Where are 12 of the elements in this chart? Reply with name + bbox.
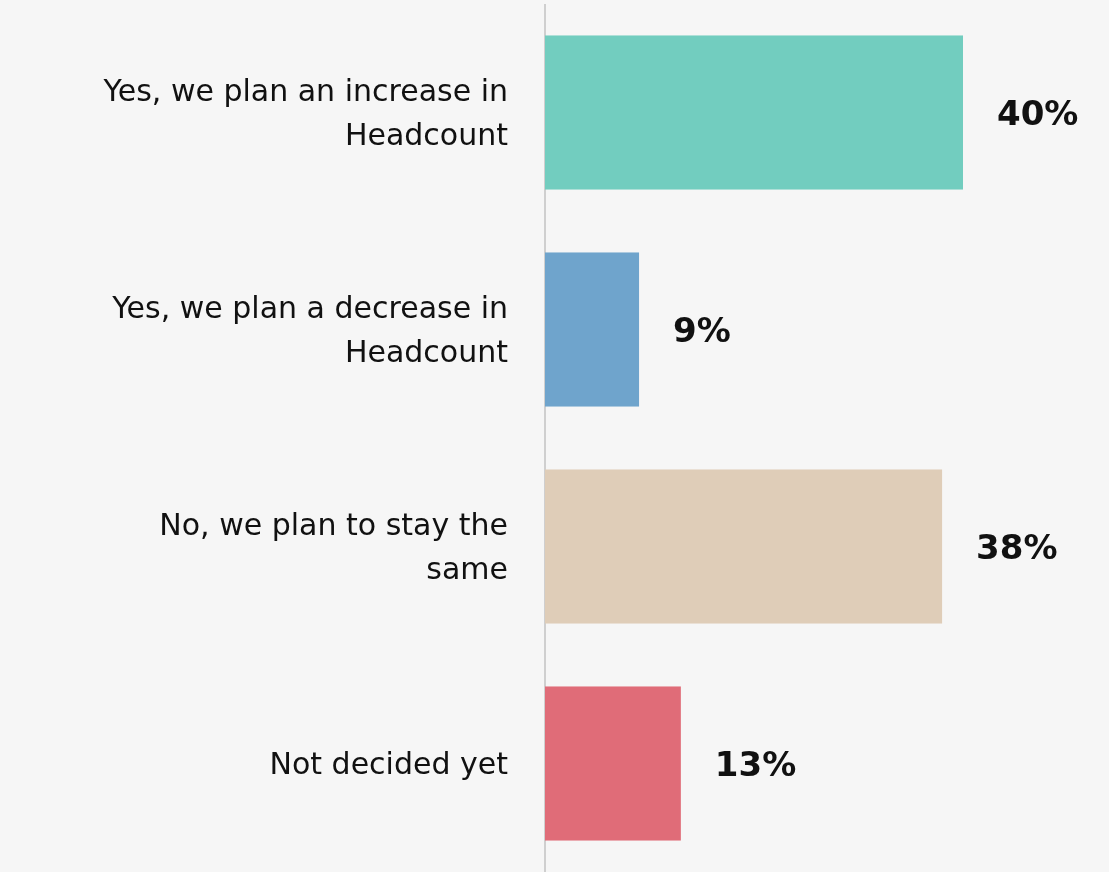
bar <box>545 686 681 841</box>
bar <box>545 35 963 190</box>
y-tick-label: No, we plan to stay the same <box>159 507 508 586</box>
bar <box>545 252 640 407</box>
data-label: 40% <box>997 92 1079 133</box>
y-tick-label: Yes, we plan a decrease in Headcount <box>111 290 509 369</box>
bar <box>545 469 943 624</box>
data-label: 9% <box>673 309 731 350</box>
data-label: 38% <box>976 526 1058 567</box>
data-label: 13% <box>714 743 797 784</box>
y-tick-label: Not decided yet <box>269 746 509 781</box>
y-tick-label: Yes, we plan an increase in Headcount <box>102 73 509 152</box>
